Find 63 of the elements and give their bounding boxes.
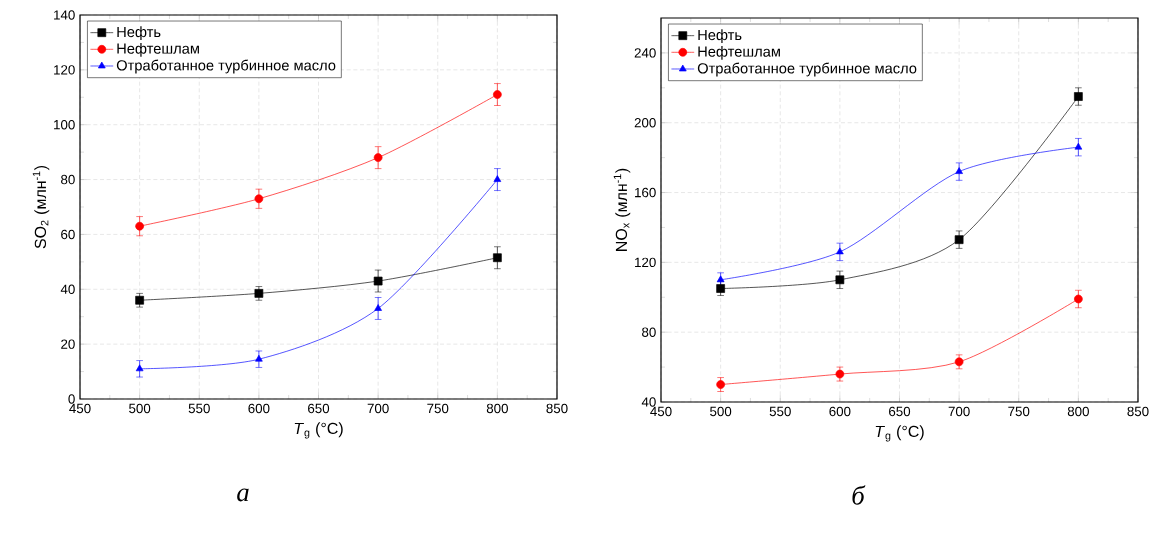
x-tick-label: 600 bbox=[248, 403, 270, 414]
x-axis-title: T$_{g}$ (°C) bbox=[294, 422, 343, 439]
y-axis-title: SO$_{2}$ (млн$^{-1}$) bbox=[32, 165, 50, 249]
x-axis-title: T$_{g}$ (°C) bbox=[875, 425, 924, 442]
y-tick-label: 240 bbox=[634, 48, 656, 58]
text: а bbox=[237, 488, 249, 502]
point bbox=[374, 304, 382, 311]
y-tick-label: 120 bbox=[635, 257, 656, 268]
y-tick-label: 0 bbox=[68, 394, 75, 404]
x-tick-label: 850 bbox=[546, 403, 568, 414]
x-tick-label: 450 bbox=[650, 406, 672, 417]
x-tick-label: 850 bbox=[1127, 406, 1149, 417]
y-tick-label: 100 bbox=[54, 119, 75, 130]
y-tick-label: 40 bbox=[60, 284, 75, 294]
y-tick-label: 200 bbox=[634, 118, 656, 128]
point bbox=[835, 275, 845, 285]
x-tick-label: 650 bbox=[889, 406, 911, 417]
x-tick-label: 700 bbox=[367, 403, 389, 414]
point bbox=[493, 90, 502, 99]
x-tick-label: 750 bbox=[1008, 406, 1030, 417]
point bbox=[255, 354, 263, 362]
x-tick-label: 750 bbox=[427, 403, 449, 414]
x-tick-label: 500 bbox=[710, 406, 732, 417]
legend-label: Нефть bbox=[117, 26, 161, 41]
point bbox=[955, 167, 963, 174]
point bbox=[373, 153, 383, 162]
y-tick-label: 20 bbox=[61, 339, 75, 349]
y-tick-label: 80 bbox=[61, 174, 75, 185]
legend-label: Нефтешлам bbox=[698, 45, 780, 60]
text: б bbox=[852, 485, 866, 505]
x-tick-label: 550 bbox=[188, 403, 210, 414]
y-tick-label: 120 bbox=[54, 65, 75, 75]
point bbox=[254, 194, 264, 204]
point bbox=[135, 364, 144, 372]
x-tick-label: 800 bbox=[486, 403, 508, 414]
x-tick-label: 700 bbox=[948, 406, 970, 417]
y-tick-label: 60 bbox=[61, 229, 75, 240]
x-tick-label: 800 bbox=[1067, 406, 1089, 417]
y-axis-title: NO$_{x}$ (млн$^{-1}$) bbox=[613, 168, 631, 251]
point bbox=[135, 221, 144, 231]
x-tick-label: 500 bbox=[129, 403, 151, 414]
point bbox=[836, 247, 844, 255]
y-tick-label: 40 bbox=[641, 397, 656, 407]
y-tick-label: 140 bbox=[54, 10, 75, 20]
x-tick-label: 650 bbox=[308, 403, 330, 414]
point bbox=[493, 253, 502, 263]
point bbox=[1074, 142, 1083, 150]
x-tick-label: 600 bbox=[829, 406, 851, 417]
legend-label: Отработанное турбинное масло bbox=[116, 59, 336, 74]
point bbox=[254, 289, 264, 298]
x-tick-label: 550 bbox=[769, 406, 791, 417]
point bbox=[1074, 294, 1083, 304]
point bbox=[1074, 92, 1083, 101]
point bbox=[373, 276, 383, 286]
point bbox=[954, 357, 964, 367]
point bbox=[493, 175, 502, 182]
x-tick-label: 450 bbox=[69, 403, 91, 414]
point bbox=[954, 235, 964, 244]
legend-label: Нефтешлам bbox=[117, 42, 199, 57]
legend-label: Нефть bbox=[698, 29, 742, 44]
y-tick-label: 80 bbox=[642, 327, 656, 337]
y-tick-label: 160 bbox=[635, 187, 656, 198]
legend-label: Отработанное турбинное масло bbox=[697, 62, 917, 77]
